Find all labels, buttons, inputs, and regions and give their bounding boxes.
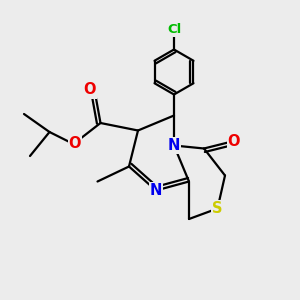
Text: N: N <box>168 138 180 153</box>
Text: O: O <box>69 136 81 152</box>
Text: O: O <box>83 82 95 98</box>
Text: Cl: Cl <box>167 23 181 36</box>
Text: N: N <box>150 183 162 198</box>
Text: O: O <box>228 134 240 148</box>
Text: S: S <box>212 201 223 216</box>
